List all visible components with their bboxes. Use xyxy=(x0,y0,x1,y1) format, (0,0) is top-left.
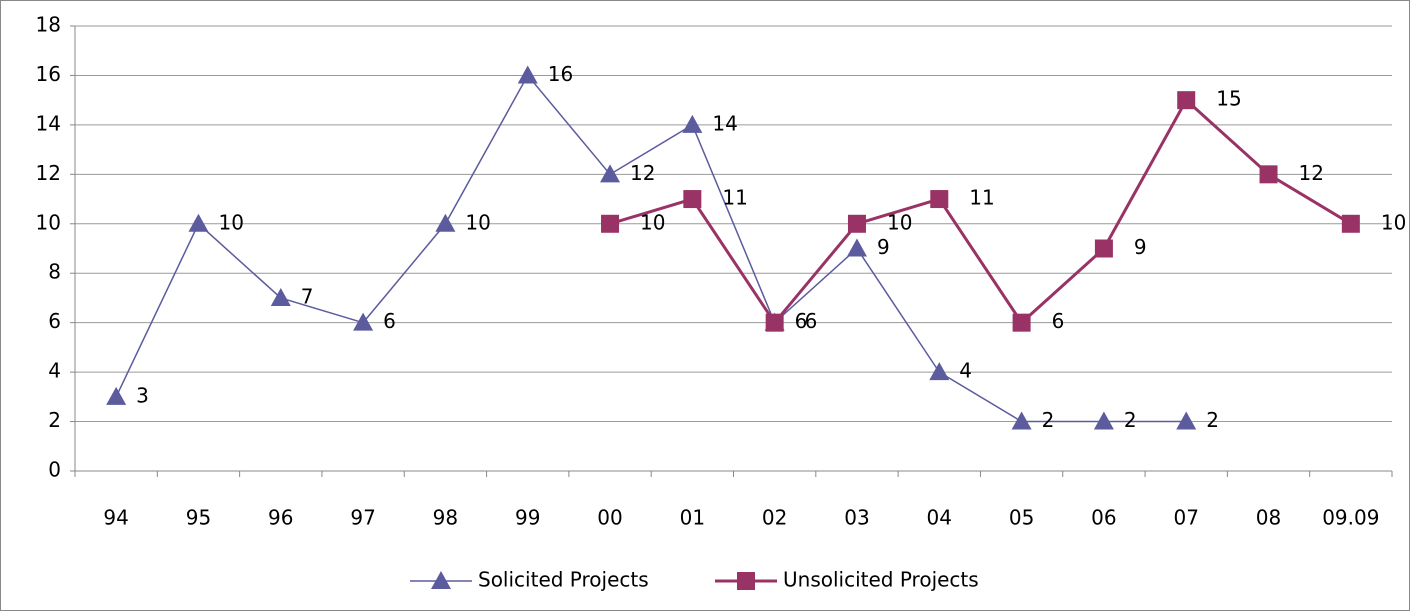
y-tick-label: 18 xyxy=(36,13,61,37)
point-marker xyxy=(683,190,702,209)
data-label: 10 xyxy=(465,210,490,234)
x-tick-label: 04 xyxy=(927,506,952,530)
data-label: 7 xyxy=(301,284,314,308)
data-label: 11 xyxy=(722,186,747,210)
x-tick-label: 01 xyxy=(680,506,705,530)
data-label: 2 xyxy=(1124,408,1137,432)
point-marker xyxy=(765,313,784,332)
x-tick-label: 95 xyxy=(186,506,211,530)
series-line xyxy=(609,97,1352,326)
data-label: 10 xyxy=(640,210,665,234)
point-marker xyxy=(1176,411,1197,430)
data-label: 15 xyxy=(1216,87,1241,111)
point-marker xyxy=(188,213,209,232)
data-label: 10 xyxy=(218,210,243,234)
x-tick-label: 99 xyxy=(515,506,540,530)
y-tick-label: 16 xyxy=(36,62,61,86)
point-marker xyxy=(106,386,127,405)
x-tick-label: 05 xyxy=(1009,506,1034,530)
y-tick-label: 2 xyxy=(48,408,61,432)
data-label: 4 xyxy=(959,359,972,383)
data-label: 2 xyxy=(1042,408,1055,432)
point-marker xyxy=(847,214,866,233)
legend-marker xyxy=(737,572,755,590)
point-marker xyxy=(682,114,703,133)
point-marker xyxy=(1177,91,1196,110)
data-label: 6 xyxy=(805,309,818,333)
legend-marker xyxy=(431,571,451,589)
point-marker xyxy=(517,65,538,84)
data-label: 14 xyxy=(712,111,737,135)
y-tick-label: 4 xyxy=(48,359,61,383)
data-label: 16 xyxy=(548,62,573,86)
data-label: 11 xyxy=(969,186,994,210)
data-label: 6 xyxy=(1052,309,1065,333)
point-marker xyxy=(435,213,456,232)
data-label: 10 xyxy=(1381,210,1406,234)
legend-label: Solicited Projects xyxy=(478,568,649,592)
data-label: 12 xyxy=(1299,161,1324,185)
x-tick-label: 09.09 xyxy=(1322,506,1379,530)
data-label: 2 xyxy=(1206,408,1219,432)
y-tick-label: 8 xyxy=(48,260,61,284)
y-tick-label: 0 xyxy=(48,458,61,482)
x-tick-label: 98 xyxy=(433,506,458,530)
data-label: 3 xyxy=(136,383,149,407)
x-tick-label: 07 xyxy=(1173,506,1198,530)
point-marker xyxy=(1094,239,1113,258)
point-marker xyxy=(1341,214,1360,233)
data-label: 10 xyxy=(887,210,912,234)
point-marker xyxy=(930,190,949,209)
data-label: 9 xyxy=(1134,235,1147,259)
point-marker xyxy=(270,287,291,306)
point-marker xyxy=(929,362,950,381)
x-tick-label: 02 xyxy=(762,506,787,530)
x-tick-label: 96 xyxy=(268,506,293,530)
point-marker xyxy=(600,164,621,183)
y-tick-label: 12 xyxy=(36,161,61,185)
series-line xyxy=(115,74,1187,423)
y-tick-label: 10 xyxy=(36,210,61,234)
data-label: 6 xyxy=(795,309,808,333)
x-tick-label: 06 xyxy=(1091,506,1116,530)
point-marker xyxy=(1012,313,1031,332)
data-label: 12 xyxy=(630,161,655,185)
x-tick-label: 97 xyxy=(350,506,375,530)
y-tick-label: 14 xyxy=(36,111,61,135)
point-marker xyxy=(846,238,867,257)
x-tick-label: 00 xyxy=(597,506,622,530)
point-marker xyxy=(1011,411,1032,430)
y-tick-label: 6 xyxy=(48,309,61,333)
x-tick-label: 94 xyxy=(103,506,128,530)
x-tick-label: 03 xyxy=(844,506,869,530)
point-marker xyxy=(1259,165,1278,184)
data-label: 9 xyxy=(877,235,890,259)
point-marker xyxy=(353,312,374,331)
x-tick-label: 08 xyxy=(1256,506,1281,530)
point-marker xyxy=(1093,411,1114,430)
legend-label: Unsolicited Projects xyxy=(783,568,979,592)
data-label: 6 xyxy=(383,309,396,333)
point-marker xyxy=(601,214,620,233)
